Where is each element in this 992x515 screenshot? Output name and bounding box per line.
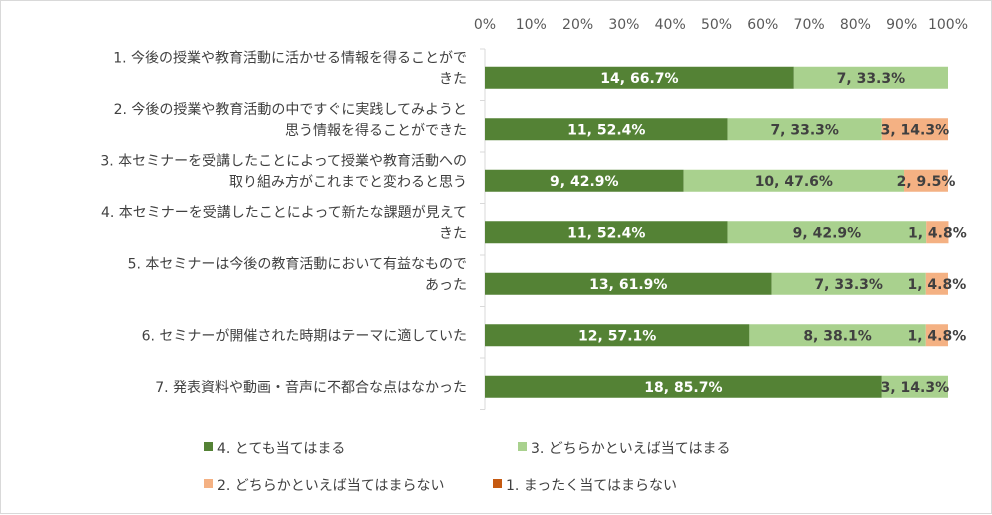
data-label: 9, 42.9% (550, 174, 619, 190)
data-label: 7, 33.3% (837, 71, 906, 87)
bar-segment (881, 375, 948, 398)
bar-segment (793, 66, 948, 89)
x-tick-label: 70% (794, 17, 825, 33)
category-label: きた (439, 226, 467, 242)
data-label: 2, 9.5% (897, 174, 956, 190)
data-label: 8, 38.1% (803, 328, 872, 344)
bar-segment (485, 272, 772, 295)
data-label: 3, 14.3% (881, 122, 950, 138)
category-label: 4. 本セミナーを受講したことによって新たな課題が見えて (101, 205, 467, 221)
category-label: 5. 本セミナーは今後の教育活動において有益なもので (128, 256, 467, 272)
legend-swatch (204, 442, 213, 451)
data-label: 18, 85.7% (644, 380, 722, 396)
category-label: 1. 今後の授業や教育活動に活かせる情報を得ることがで (113, 49, 467, 66)
bar-segment (485, 169, 684, 192)
legend-label: 2. どちらかといえば当てはまらない (217, 478, 445, 494)
bar-segment (881, 118, 948, 141)
bar-segment (727, 221, 927, 244)
x-tick-label: 0% (474, 17, 496, 33)
data-label: 14, 66.7% (600, 71, 678, 87)
data-label: 1, 4.8% (908, 277, 967, 293)
category-label: 2. 今後の授業や教育活動の中ですぐに実践してみようと (114, 102, 467, 118)
legend-swatch (493, 479, 502, 488)
category-label: 取り組み方がこれまでと変わると思う (229, 173, 467, 190)
x-tick-label: 90% (886, 17, 917, 33)
bar-segment (485, 375, 882, 398)
x-tick-label: 80% (840, 17, 871, 33)
x-tick-label: 60% (747, 17, 778, 33)
legend-label: 3. どちらかといえば当てはまる (531, 441, 731, 457)
category-label: 思う情報を得ることができた (285, 122, 467, 139)
data-label: 11, 52.4% (567, 122, 645, 138)
bar-segment (485, 324, 750, 347)
legend-swatch (204, 479, 213, 488)
category-label: 6. セミナーが開催された時期はテーマに適していた (142, 327, 467, 344)
bar-segment (683, 169, 905, 192)
legend-swatch (518, 442, 527, 451)
bar-segment (925, 272, 948, 295)
data-label: 3, 14.3% (881, 380, 950, 396)
bar-segment (485, 66, 794, 89)
bar-segment (925, 324, 948, 347)
data-label: 7, 33.3% (770, 122, 839, 138)
data-label: 12, 57.1% (578, 328, 656, 344)
data-label: 13, 61.9% (589, 277, 667, 293)
x-tick-label: 40% (655, 17, 686, 33)
x-tick-label: 50% (701, 17, 732, 33)
data-label: 10, 47.6% (755, 174, 833, 190)
bar-segment (771, 272, 926, 295)
x-tick-label: 20% (562, 17, 593, 33)
bar-segment (485, 221, 728, 244)
bar-segment (485, 118, 728, 141)
data-label: 7, 33.3% (814, 277, 883, 293)
bar-segment (727, 118, 882, 141)
category-label: きた (439, 71, 467, 87)
data-label: 1, 4.8% (908, 328, 967, 344)
legend-label: 1. まったく当てはまらない (506, 478, 677, 494)
x-tick-label: 100% (928, 17, 968, 33)
bar-segment (749, 324, 926, 347)
data-label: 11, 52.4% (567, 225, 645, 241)
x-tick-label: 10% (516, 17, 547, 33)
legend-label: 4. とても当てはまる (217, 441, 345, 457)
data-label: 1, 4.8% (908, 225, 967, 241)
x-tick-label: 30% (608, 17, 639, 33)
category-label: 3. 本セミナーを受講したことによって授業や教育活動への (100, 153, 467, 169)
bar-segment (904, 169, 948, 192)
data-label: 9, 42.9% (793, 225, 862, 241)
bar-segment (926, 221, 949, 244)
category-label: 7. 発表資料や動画・音声に不都合な点はなかった (155, 379, 467, 396)
category-label: あった (425, 277, 467, 293)
